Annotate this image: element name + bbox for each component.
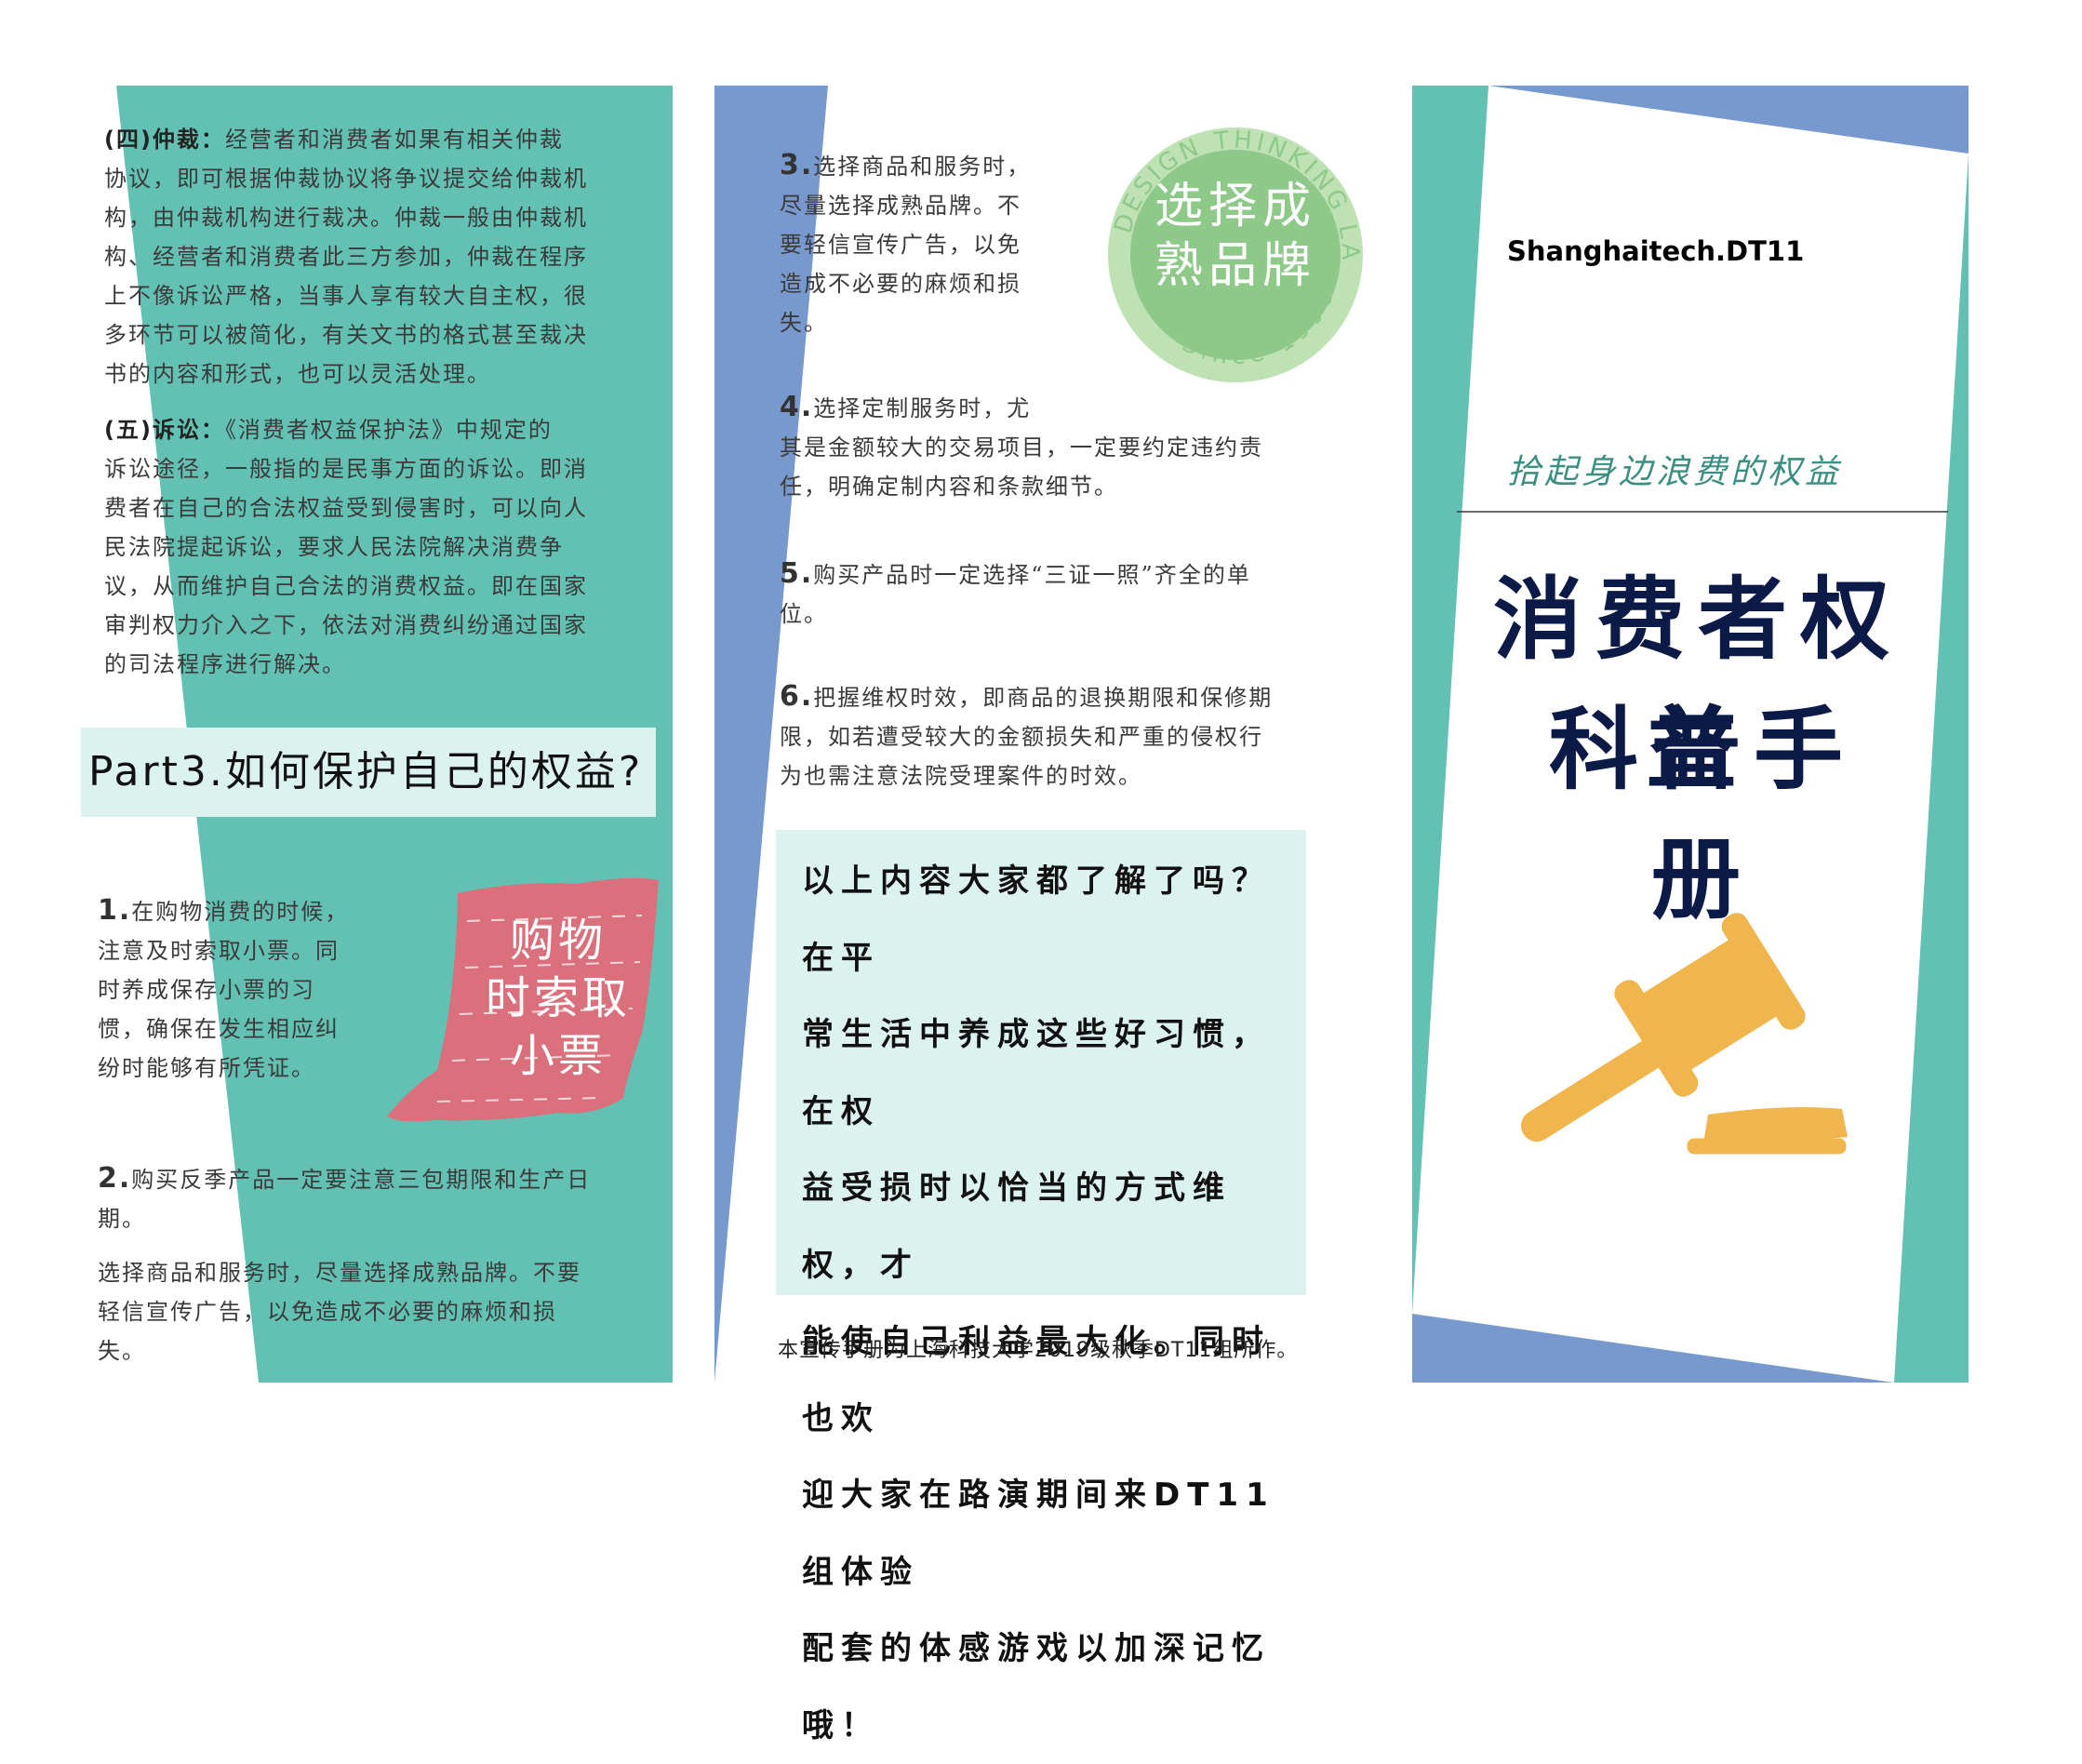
tip-line: 购买反季产品一定要注意三包期限和生产日	[131, 1167, 592, 1193]
tip-line: 为也需注意法院受理案件的时效。	[780, 763, 1142, 789]
background-shapes: DESIGN THINKING LAB Since 1990	[0, 0, 1969, 1383]
tip-line: 购买产品时一定选择“三证一照”齐全的单	[813, 562, 1251, 588]
tip-2: 2.购买反季产品一定要注意三包期限和生产日 期。	[98, 1159, 591, 1238]
stamp-line: 选择成	[1154, 179, 1316, 234]
tip-4: 4.选择定制服务时，尤 其是金额较大的交易项目，一定要约定违约责 任，明确定制内…	[780, 388, 1263, 506]
tip-line: 轻信宣传广告，以免造成不必要的麻烦和损	[98, 1299, 557, 1325]
litigation-line: 民法院提起诉讼，要求人民法院解决消费争	[104, 534, 564, 560]
arbitration-line: 经营者和消费者如果有相关仲裁	[224, 127, 564, 153]
litigation-line: 审判权力介入之下，依法对消费纠纷通过国家	[104, 612, 588, 638]
tip-line: 尽量选择成熟品牌。不	[780, 193, 1021, 219]
tip-line: 位。	[780, 601, 828, 627]
litigation-line: 诉讼途径，一般指的是民事方面的诉讼。即消	[104, 456, 588, 482]
litigation-paragraph: (五)诉讼：《消费者权益保护法》中规定的 诉讼途径，一般指的是民事方面的诉讼。即…	[104, 410, 634, 684]
arbitration-line: 上不像诉讼严格，当事人享有较大自主权，很	[104, 283, 588, 309]
tip-line: 选择商品和服务时，	[813, 154, 1032, 180]
tip-line: 把握维权时效，即商品的退换期限和保修期	[813, 685, 1274, 711]
part3-heading: Part3.如何保护自己的权益?	[81, 728, 656, 817]
stamp-main-text: 选择成 熟品牌	[1126, 177, 1345, 296]
litigation-heading: (五)诉讼：	[104, 417, 225, 443]
tip-number: 3.	[780, 149, 814, 181]
tip-line: 期。	[98, 1206, 146, 1232]
tip-number: 4.	[780, 391, 814, 423]
arbitration-line: 书的内容和形式，也可以灵活处理。	[104, 361, 491, 387]
litigation-line: 的司法程序进行解决。	[104, 651, 346, 677]
gavel-icon	[1521, 913, 1848, 1155]
receipt-sticker-text: 购物 时索取 小票	[465, 912, 651, 1085]
footer-note: 本宣传手册为上海科技大学2019级秋季DT11组所作。	[778, 1339, 1299, 1362]
arbitration-line: 多环节可以被简化，有关文书的格式甚至裁决	[104, 322, 588, 348]
receipt-text-line: 时索取	[485, 972, 631, 1024]
tip-line: 在购物消费的时候，	[131, 899, 350, 925]
arbitration-line: 构、经营者和消费者此三方参加，仲裁在程序	[104, 244, 588, 270]
tip-line: 注意及时索取小票。同	[98, 938, 340, 964]
tip-number: 2.	[98, 1162, 132, 1195]
tip-line: 失。	[98, 1338, 146, 1364]
summary-line: 迎大家在路演期间来DT11组体验	[802, 1477, 1275, 1591]
arbitration-line: 构，由仲裁机构进行裁决。仲裁一般由仲裁机	[104, 205, 588, 231]
tip-number: 5.	[780, 557, 814, 590]
summary-line: 配套的体感游戏以加深记忆哦！	[802, 1630, 1271, 1744]
tip-line: 限，如若遭受较大的金额损失和严重的侵权行	[780, 724, 1263, 750]
summary-line: 常生活中养成这些好习惯，在权	[802, 1016, 1271, 1130]
cover-subtitle: 拾起身边浪费的权益	[1507, 453, 1843, 491]
tip-1: 1.在购物消费的时候， 注意及时索取小票。同 时养成保存小票的习 惯，确保在发生…	[98, 891, 349, 1088]
tip-number: 1.	[98, 894, 132, 927]
tip-line: 任，明确定制内容和条款细节。	[780, 474, 1118, 500]
receipt-dashes	[436, 915, 643, 1102]
arbitration-paragraph: (四)仲裁：经营者和消费者如果有相关仲裁 协议，即可根据仲裁协议将争议提交给仲裁…	[104, 120, 634, 394]
summary-box: 以上内容大家都了解了吗？在平 常生活中养成这些好习惯，在权 益受损时以恰当的方式…	[776, 830, 1306, 1744]
litigation-line: 议，从而维护自己合法的消费权益。即在国家	[104, 573, 588, 599]
tip-line: 选择商品和服务时，尽量选择成熟品牌。不要	[98, 1260, 581, 1286]
panel3-white-card	[1412, 86, 1969, 1383]
litigation-line: 费者在自己的合法权益受到侵害时，可以向人	[104, 495, 588, 521]
tip-2-extra: 选择商品和服务时，尽量选择成熟品牌。不要 轻信宣传广告，以免造成不必要的麻烦和损…	[98, 1253, 581, 1370]
tip-line: 要轻信宣传广告，以免	[780, 232, 1021, 258]
tip-line: 造成不必要的麻烦和损	[780, 271, 1021, 297]
cover-title-line2: 科普手册	[1549, 698, 1856, 931]
tip-line: 其是金额较大的交易项目，一定要约定违约责	[780, 434, 1263, 461]
arbitration-line: 协议，即可根据仲裁协议将争议提交给仲裁机	[104, 166, 588, 192]
tip-3: 3.选择商品和服务时， 尽量选择成熟品牌。不 要轻信宣传广告，以免 造成不必要的…	[780, 146, 1031, 342]
tip-5: 5.购买产品时一定选择“三证一照”齐全的单 位。	[780, 555, 1251, 634]
receipt-text-line: 小票	[509, 1030, 607, 1082]
summary-line: 以上内容大家都了解了吗？在平	[802, 862, 1271, 977]
summary-line: 益受损时以恰当的方式维权，才	[802, 1169, 1232, 1284]
arbitration-heading: (四)仲裁：	[104, 127, 225, 153]
tip-line: 选择定制服务时，尤	[813, 395, 1032, 421]
tip-6: 6.把握维权时效，即商品的退换期限和保修期 限，如若遭受较大的金额损失和严重的侵…	[780, 677, 1273, 795]
tip-number: 6.	[780, 680, 814, 713]
cover-title-line1: 消费者权益	[1493, 568, 1902, 801]
panel2-blue-shape	[714, 86, 828, 1383]
stamp-line: 熟品牌	[1154, 238, 1316, 294]
tip-line: 纷时能够有所凭证。	[98, 1055, 315, 1081]
tip-line: 惯，确保在发生相应纠	[98, 1016, 340, 1042]
tip-line: 时养成保存小票的习	[98, 977, 315, 1003]
receipt-text-line: 购物	[509, 915, 607, 967]
brand-label: Shanghaitech.DT11	[1507, 235, 1805, 267]
litigation-line: 《消费者权益保护法》中规定的	[224, 417, 553, 443]
tip-line: 失。	[780, 310, 828, 336]
summary-line: 能使自己利益最大化。同时也欢	[802, 1323, 1271, 1437]
